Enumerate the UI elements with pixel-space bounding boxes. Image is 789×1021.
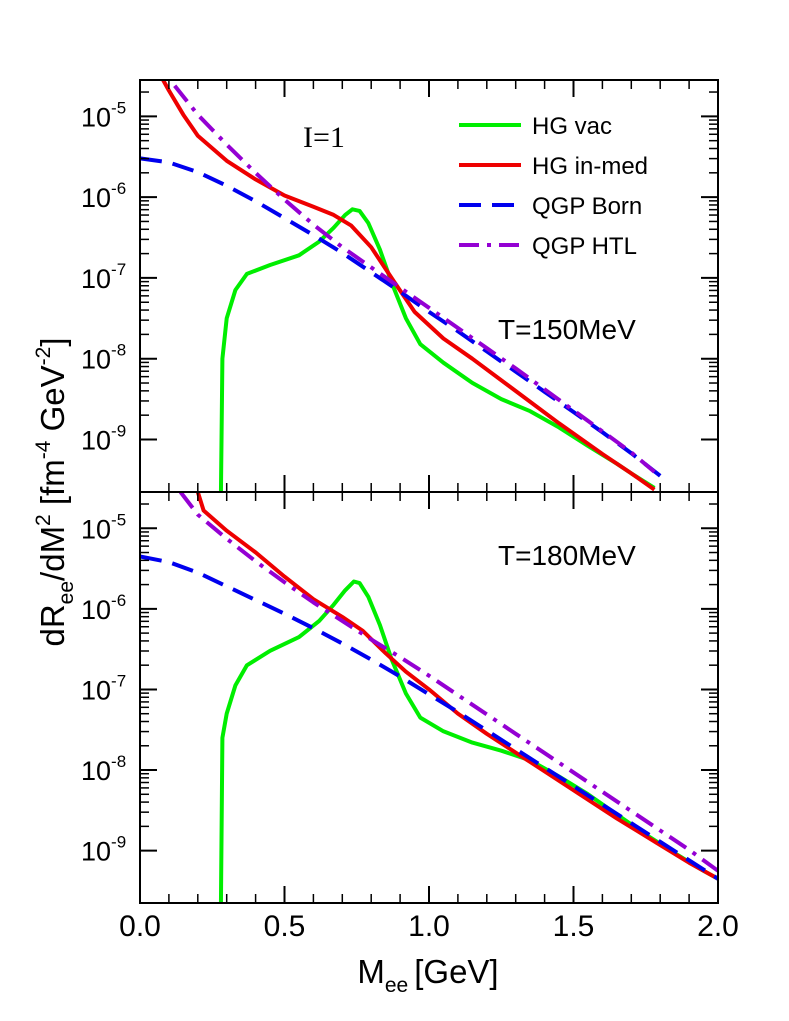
x-axis: 0.0 0.5 1.0 1.5 2.0 [119, 80, 739, 943]
y-axis-title-p5: -4 [32, 440, 55, 459]
x-axis-title: Mee [GeV] [357, 953, 498, 997]
y-tick-label-bottom-4: 10-5 [81, 510, 126, 544]
legend-label-hg-in-med: HG in-med [532, 153, 648, 180]
series-hg-in-med-bottom [195, 492, 718, 881]
yticks-top: 10-9 10-8 10-7 10-6 10-5 [81, 91, 718, 455]
yticks-bottom: 10-9 10-8 10-7 10-6 10-5 [81, 503, 718, 867]
y-axis-title-p1: ee [55, 581, 78, 604]
y-tick-label-top-1: 10-8 [81, 341, 126, 375]
series-qgp-born-bottom [140, 554, 718, 881]
panel-top: 10-9 10-8 10-7 10-6 10-5 I=1 T=150MeV HG vac… [81, 79, 719, 493]
x-axis-title-unit: [GeV] [414, 953, 498, 990]
y-axis-title-p4: [fm [34, 459, 71, 514]
y-tick-label-top-2: 10-7 [81, 260, 126, 294]
x-tick-label-4: 2.0 [697, 910, 739, 943]
panel-bottom: 10-9 10-8 10-7 10-6 10-5 T=180MeV [81, 491, 719, 904]
y-axis-title-p3: 2 [32, 514, 55, 526]
legend-label-hg-vac: HG vac [532, 113, 612, 140]
y-tick-label-bottom-1: 10-8 [81, 752, 126, 786]
y-tick-label-bottom-2: 10-7 [81, 671, 126, 705]
y-axis-title-p2: /dM [34, 526, 71, 581]
y-tick-label-bottom-0: 10-9 [81, 833, 126, 867]
series-qgp-born-top [140, 156, 662, 478]
temperature-label-top: T=150MeV [498, 314, 636, 345]
series-hg-vac-top [218, 207, 656, 492]
series-hg-in-med-top [161, 80, 656, 492]
y-axis-title-p7: -2 [32, 347, 55, 366]
x-tick-label-3: 1.5 [553, 910, 595, 943]
y-tick-label-top-4: 10-5 [81, 98, 126, 132]
legend-label-qgp-born: QGP Born [532, 193, 642, 220]
y-tick-label-bottom-3: 10-6 [81, 591, 126, 625]
panel-top-frame [139, 79, 719, 493]
series-hg-vac-bottom [218, 579, 718, 903]
y-axis-title: dRee/dM2 [fm-4 GeV-2] [32, 338, 78, 647]
x-axis-title-sub: ee [385, 974, 408, 997]
series-qgp-htl-bottom [178, 492, 718, 873]
x-axis-title-main: M [357, 953, 385, 990]
series-qgp-htl-top [173, 84, 656, 474]
x-tick-label-1: 0.5 [264, 910, 306, 943]
series-bottom [140, 492, 718, 903]
y-axis-title-p8: ] [34, 338, 71, 347]
y-tick-label-top-0: 10-9 [81, 421, 126, 455]
series-top [140, 80, 662, 492]
y-axis-title-p6: GeV [34, 365, 71, 440]
isospin-annotation: I=1 [303, 121, 345, 154]
temperature-label-bottom: T=180MeV [498, 540, 636, 571]
x-tick-label-0: 0.0 [119, 910, 161, 943]
y-tick-label-top-3: 10-6 [81, 179, 126, 213]
legend: HG vac HG in-med QGP Born QGP HTL [459, 113, 648, 260]
x-tick-label-2: 1.0 [408, 910, 450, 943]
legend-label-qgp-htl: QGP HTL [532, 233, 637, 260]
y-axis-title-p0: dR [34, 604, 71, 646]
